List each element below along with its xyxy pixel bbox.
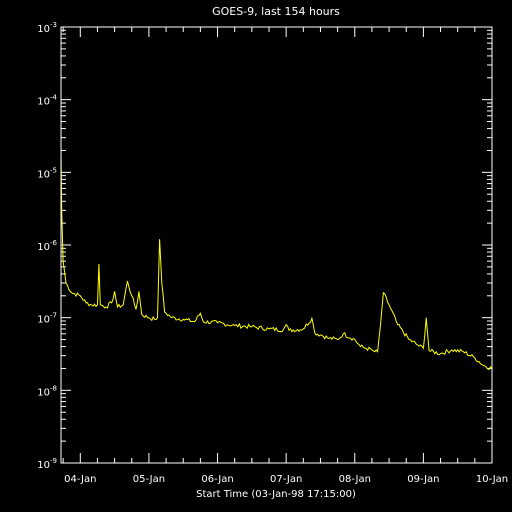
y-axis: 10-9 10-8 10-7 10-6 10-5 10-4 10-3 (37, 21, 492, 471)
y-tick-label: 10-4 (37, 94, 57, 108)
x-axis-label: Start Time (03-Jan-98 17:15:00) (196, 489, 356, 500)
x-tick-label: 08-Jan (339, 474, 371, 485)
y-tick-label: 10-9 (37, 457, 57, 471)
plot-frame (60, 26, 493, 464)
y-tick-label: 10-5 (37, 166, 57, 180)
y-tick-label: 10-7 (37, 312, 57, 326)
x-tick-label: 04-Jan (64, 474, 96, 485)
y-tick-label: 10-6 (37, 239, 57, 253)
chart-title: GOES-9, last 154 hours (212, 5, 340, 18)
y-tick-label: 10-3 (37, 21, 57, 35)
x-tick-label: 10-Jan (476, 474, 508, 485)
x-tick-label: 05-Jan (133, 474, 165, 485)
flux-series-line (60, 150, 493, 370)
x-tick-label: 06-Jan (201, 474, 233, 485)
x-tick-label: 07-Jan (270, 474, 302, 485)
y-tick-label: 10-8 (37, 384, 57, 398)
x-axis: 04-Jan 05-Jan 06-Jan 07-Jan 08-Jan 09-Jan 10-J… (62, 27, 508, 485)
x-tick-label: 09-Jan (407, 474, 439, 485)
